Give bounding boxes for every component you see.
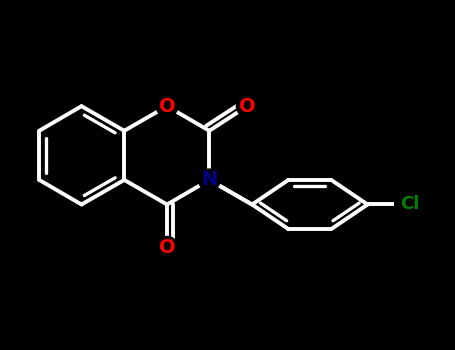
Circle shape xyxy=(236,95,258,117)
Circle shape xyxy=(198,169,220,191)
Text: N: N xyxy=(201,170,217,189)
Text: O: O xyxy=(239,97,255,116)
Text: O: O xyxy=(159,238,175,257)
Text: O: O xyxy=(159,97,175,116)
Circle shape xyxy=(394,190,424,219)
Circle shape xyxy=(156,237,178,258)
Text: Cl: Cl xyxy=(399,196,419,213)
Circle shape xyxy=(156,95,178,117)
